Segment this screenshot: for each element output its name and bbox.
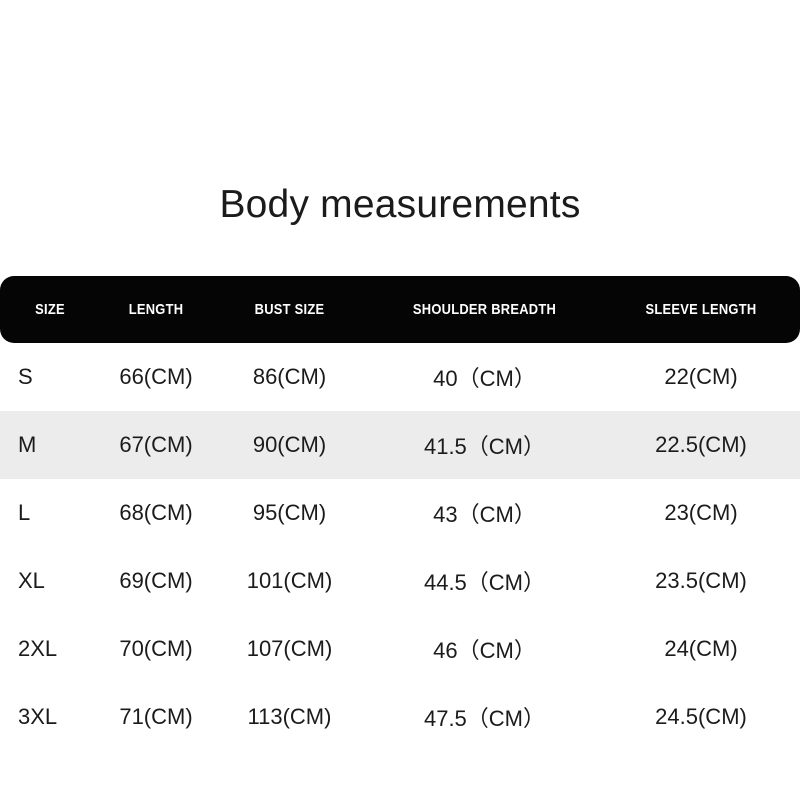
cell-bust: 101(CM)	[246, 568, 333, 593]
cell-size: 2XL	[18, 636, 58, 661]
cell-sleeve: 24.5(CM)	[655, 704, 747, 729]
cell-shoulder: 46（CM）	[433, 638, 536, 663]
cell-size: S	[18, 364, 33, 389]
cell-bust: 86(CM)	[252, 364, 327, 389]
size-chart-table: SIZE LENGTH BUST SIZE SHOULDER BREADTH S…	[0, 276, 800, 751]
cell-bust: 113(CM)	[247, 704, 332, 729]
table-row: M 67(CM) 90(CM) 41.5（CM） 22.5(CM)	[0, 411, 800, 479]
table-row: XL 69(CM) 101(CM) 44.5（CM） 23.5(CM)	[0, 547, 800, 615]
column-header-sleeve: SLEEVE LENGTH	[645, 301, 757, 318]
table-body: S 66(CM) 86(CM) 40（CM） 22(CM) M 67(CM) 90(CM) 41…	[0, 343, 800, 751]
cell-size: L	[18, 500, 31, 525]
cell-length: 70(CM)	[119, 636, 193, 661]
cell-length: 71(CM)	[119, 704, 193, 729]
cell-shoulder: 40（CM）	[433, 366, 536, 391]
table-header-row: SIZE LENGTH BUST SIZE SHOULDER BREADTH S…	[0, 276, 800, 343]
table-row: 3XL 71(CM) 113(CM) 47.5（CM） 24.5(CM)	[0, 683, 800, 751]
cell-sleeve: 22(CM)	[664, 364, 738, 389]
column-header-bust: BUST SIZE	[254, 301, 325, 318]
cell-bust: 95(CM)	[252, 500, 327, 525]
cell-bust: 107(CM)	[246, 636, 333, 661]
column-header-size: SIZE	[35, 301, 65, 318]
cell-sleeve: 23(CM)	[664, 500, 738, 525]
cell-size: 3XL	[18, 704, 58, 729]
cell-shoulder: 41.5（CM）	[423, 434, 546, 459]
cell-sleeve: 22.5(CM)	[655, 432, 747, 457]
table-row: L 68(CM) 95(CM) 43（CM） 23(CM)	[0, 479, 800, 547]
cell-bust: 90(CM)	[252, 432, 327, 457]
cell-sleeve: 23.5(CM)	[655, 568, 747, 593]
cell-size: XL	[18, 568, 45, 593]
cell-length: 68(CM)	[119, 500, 193, 525]
column-header-shoulder: SHOULDER BREADTH	[412, 301, 557, 318]
cell-shoulder: 44.5（CM）	[423, 570, 546, 595]
cell-shoulder: 43（CM）	[433, 502, 536, 527]
cell-size: M	[18, 432, 37, 457]
cell-length: 66(CM)	[119, 364, 193, 389]
column-header-length: LENGTH	[128, 301, 184, 318]
cell-shoulder: 47.5（CM）	[423, 706, 546, 731]
page-title: Body measurements	[219, 183, 581, 226]
cell-length: 67(CM)	[119, 432, 193, 457]
table-row: 2XL 70(CM) 107(CM) 46（CM） 24(CM)	[0, 615, 800, 683]
cell-length: 69(CM)	[119, 568, 193, 593]
table-row: S 66(CM) 86(CM) 40（CM） 22(CM)	[0, 343, 800, 411]
cell-sleeve: 24(CM)	[664, 636, 738, 661]
